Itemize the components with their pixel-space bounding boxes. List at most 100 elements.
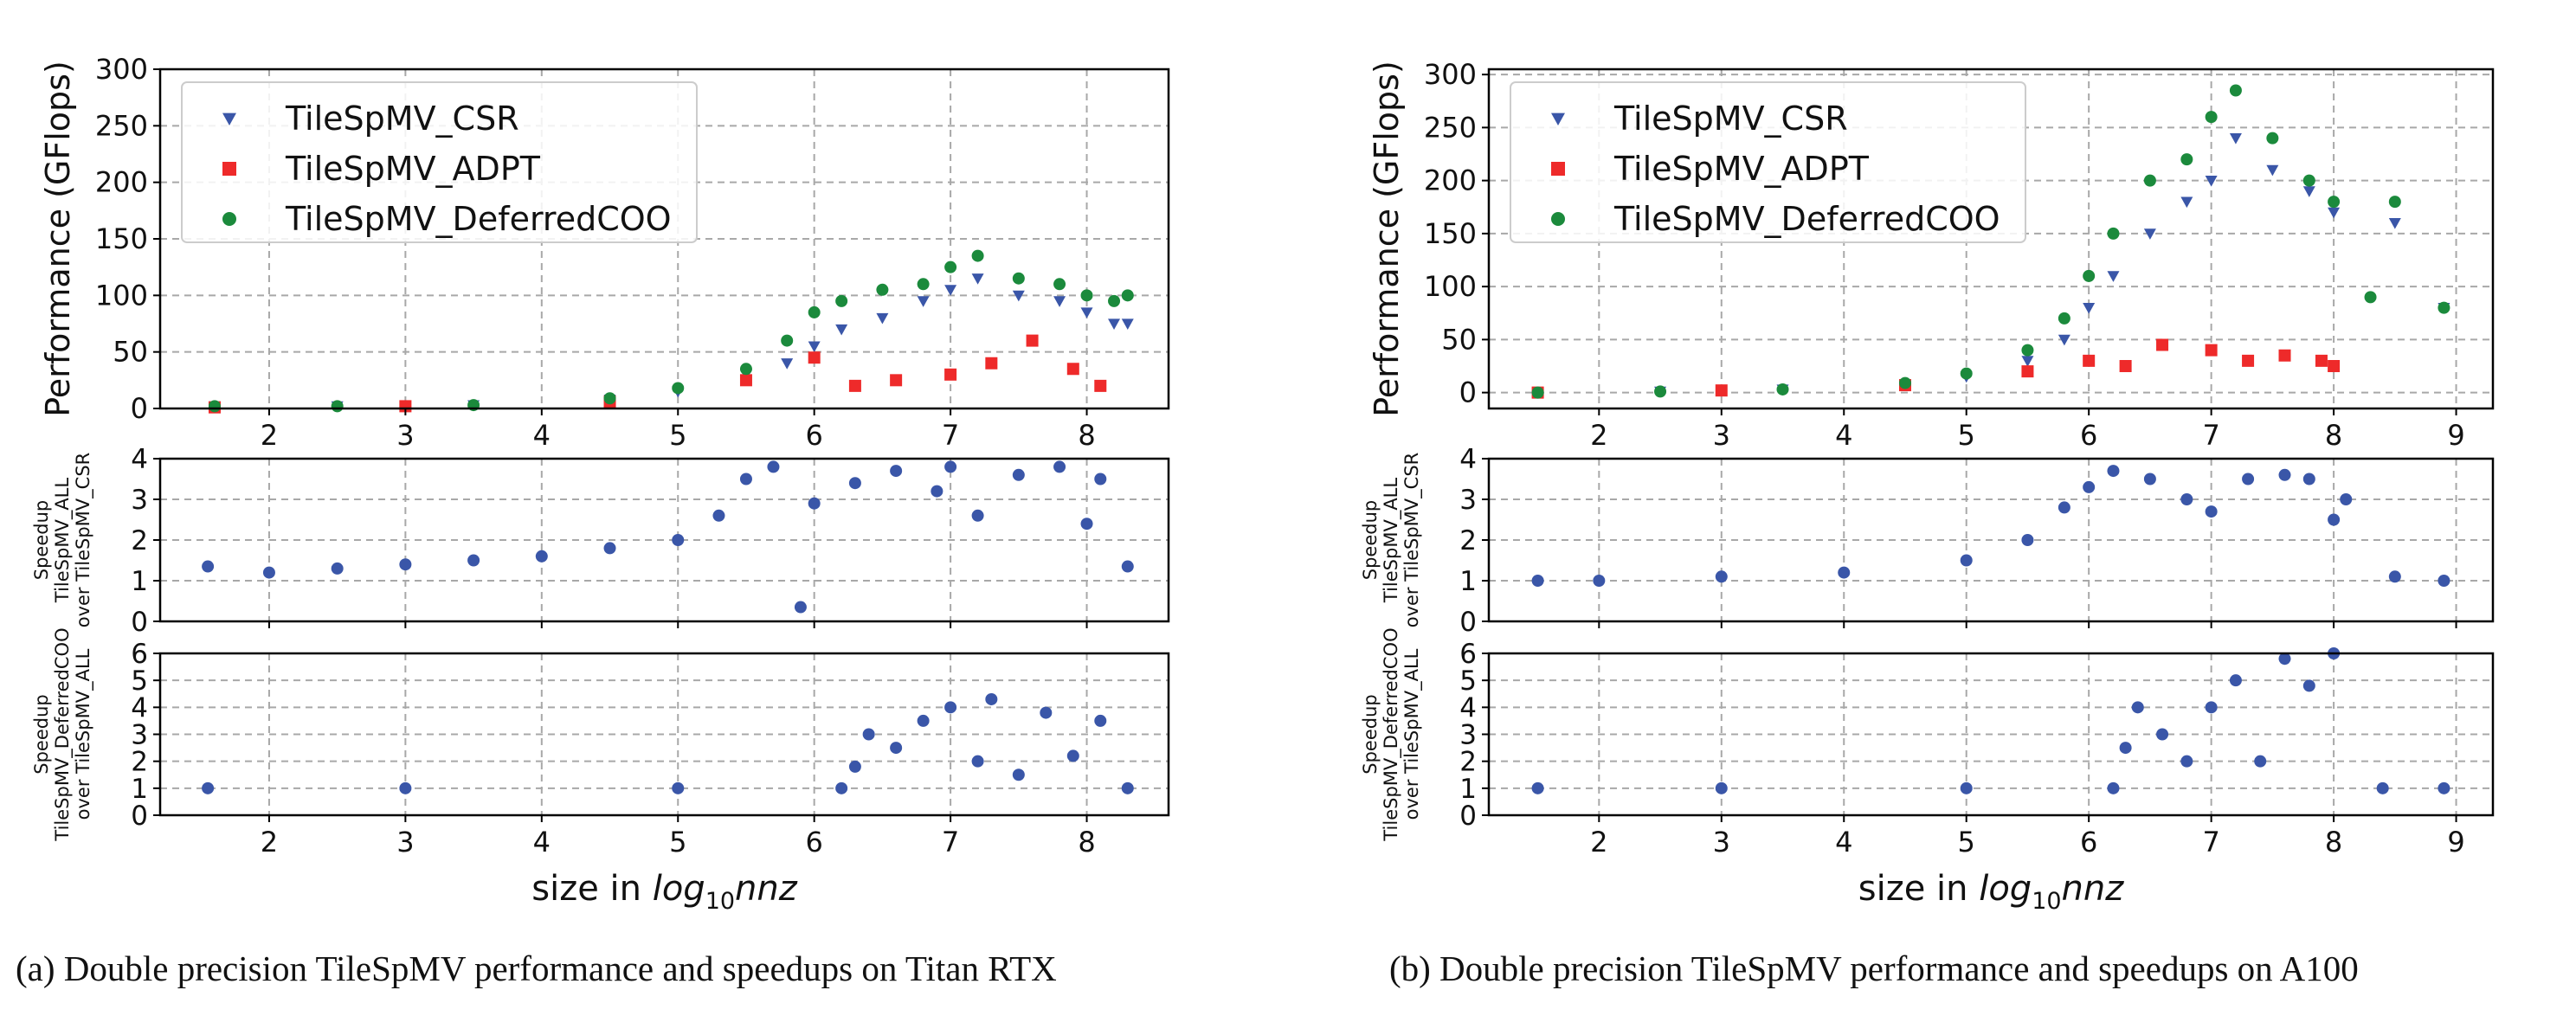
data-point xyxy=(971,509,984,522)
data-point xyxy=(2083,303,2096,314)
data-point xyxy=(2254,755,2267,768)
y-axis-label: Performance (GFlops) xyxy=(39,61,77,417)
legend-label: TileSpMV_DeferredCOO xyxy=(1613,200,2000,238)
data-point xyxy=(862,728,875,741)
y-tick-label: 6 xyxy=(131,639,148,670)
data-point xyxy=(1898,376,1911,389)
series-TileSpMV_DeferredCOO xyxy=(1531,84,2450,399)
data-point xyxy=(876,283,889,296)
x-tick-label: 7 xyxy=(942,419,959,452)
data-point xyxy=(1960,554,1973,567)
data-point xyxy=(835,324,848,336)
data-point xyxy=(2205,701,2218,714)
series-points xyxy=(202,692,1134,794)
y-axis-label: Performance (GFlops) xyxy=(1368,61,1406,417)
y-axis-label-line: Speedup xyxy=(1360,500,1381,580)
data-point xyxy=(1053,278,1066,291)
data-point xyxy=(808,351,821,364)
data-point xyxy=(331,400,344,413)
data-point xyxy=(1654,385,1667,398)
data-point xyxy=(2083,354,2096,367)
legend-marker xyxy=(1551,212,1565,226)
data-point xyxy=(2438,575,2450,587)
data-point xyxy=(1531,386,1544,399)
data-point xyxy=(2119,360,2132,372)
x-tick-label: 6 xyxy=(2080,826,2097,858)
data-point xyxy=(835,294,848,307)
y-axis-label-line: TileSpMV_ALL xyxy=(1381,478,1402,603)
legend-label: TileSpMV_DeferredCOO xyxy=(285,200,672,238)
data-point xyxy=(1715,384,1728,397)
data-point xyxy=(2302,174,2315,187)
data-point xyxy=(931,485,943,498)
data-point xyxy=(2388,218,2401,229)
data-point xyxy=(848,760,861,773)
x-tick-label: 9 xyxy=(2447,826,2464,858)
x-tick-label: 8 xyxy=(2325,419,2342,452)
y-axis-label-line: Speedup xyxy=(31,694,52,774)
x-tick-label: 7 xyxy=(942,826,959,858)
data-point xyxy=(2266,164,2279,177)
data-point xyxy=(808,341,821,353)
data-point xyxy=(2107,781,2120,794)
data-point xyxy=(1080,518,1093,531)
data-point xyxy=(2376,781,2389,794)
x-tick-label: 4 xyxy=(533,826,551,858)
series-TileSpMV_ADPT xyxy=(208,334,1107,414)
y-axis-label-line: TileSpMV_DeferredCOO xyxy=(1381,627,1402,841)
data-point xyxy=(262,566,275,579)
y-tick-label: 50 xyxy=(1441,323,1477,356)
data-point xyxy=(2229,133,2242,145)
y-tick-label: 5 xyxy=(131,666,148,697)
data-point xyxy=(2021,356,2034,367)
legend-label: TileSpMV_ADPT xyxy=(1613,150,1870,188)
x-tick-label: 2 xyxy=(261,826,278,858)
x-axis-label: size in log10nnz xyxy=(531,869,798,915)
y-tick-label: 1 xyxy=(131,774,148,805)
data-point xyxy=(2205,344,2218,357)
data-point xyxy=(202,560,215,573)
data-point xyxy=(2438,301,2450,314)
y-tick-label: 3 xyxy=(1459,485,1477,516)
data-point xyxy=(2107,271,2120,282)
data-point xyxy=(985,692,998,705)
data-point xyxy=(2058,501,2070,514)
legend-label: TileSpMV_ADPT xyxy=(285,150,541,188)
data-point xyxy=(2205,505,2218,518)
data-point xyxy=(1094,714,1107,727)
data-point xyxy=(1066,363,1079,376)
x-axis-label: size in log10nnz xyxy=(1858,869,2125,915)
y-tick-label: 1 xyxy=(1459,774,1477,805)
caption-a: (a) Double precision TileSpMV performanc… xyxy=(16,948,1057,988)
data-point xyxy=(2229,84,2242,97)
data-point xyxy=(1026,334,1039,347)
legend-marker xyxy=(222,212,236,226)
data-point xyxy=(2328,360,2341,372)
y-tick-label: 3 xyxy=(131,485,148,516)
y-axis-label-line: Speedup xyxy=(31,500,52,580)
data-point xyxy=(331,562,344,575)
x-tick-label: 8 xyxy=(1078,826,1095,858)
data-point xyxy=(2083,269,2096,282)
data-point xyxy=(1960,781,1973,794)
series-points xyxy=(1531,647,2450,794)
data-point xyxy=(1531,781,1544,794)
plot-frame xyxy=(1487,68,2495,410)
data-point xyxy=(890,742,903,755)
data-point xyxy=(2021,365,2034,378)
data-point xyxy=(917,278,930,291)
legend-box xyxy=(181,81,698,243)
data-point xyxy=(2302,186,2315,197)
panel-perf: 0 50 100 150 200 250 300 2 3 4 5 6 7 8 9 Performance (G… xyxy=(1368,58,2495,452)
x-tick-label: 3 xyxy=(396,826,414,858)
x-tick-label: 7 xyxy=(2202,419,2219,452)
data-point xyxy=(739,473,752,485)
data-point xyxy=(2083,480,2096,493)
caption-b: (b) Double precision TileSpMV performanc… xyxy=(1389,948,2359,988)
data-point xyxy=(1960,367,1973,380)
y-tick-label: 0 xyxy=(131,801,148,832)
data-point xyxy=(1108,294,1121,307)
